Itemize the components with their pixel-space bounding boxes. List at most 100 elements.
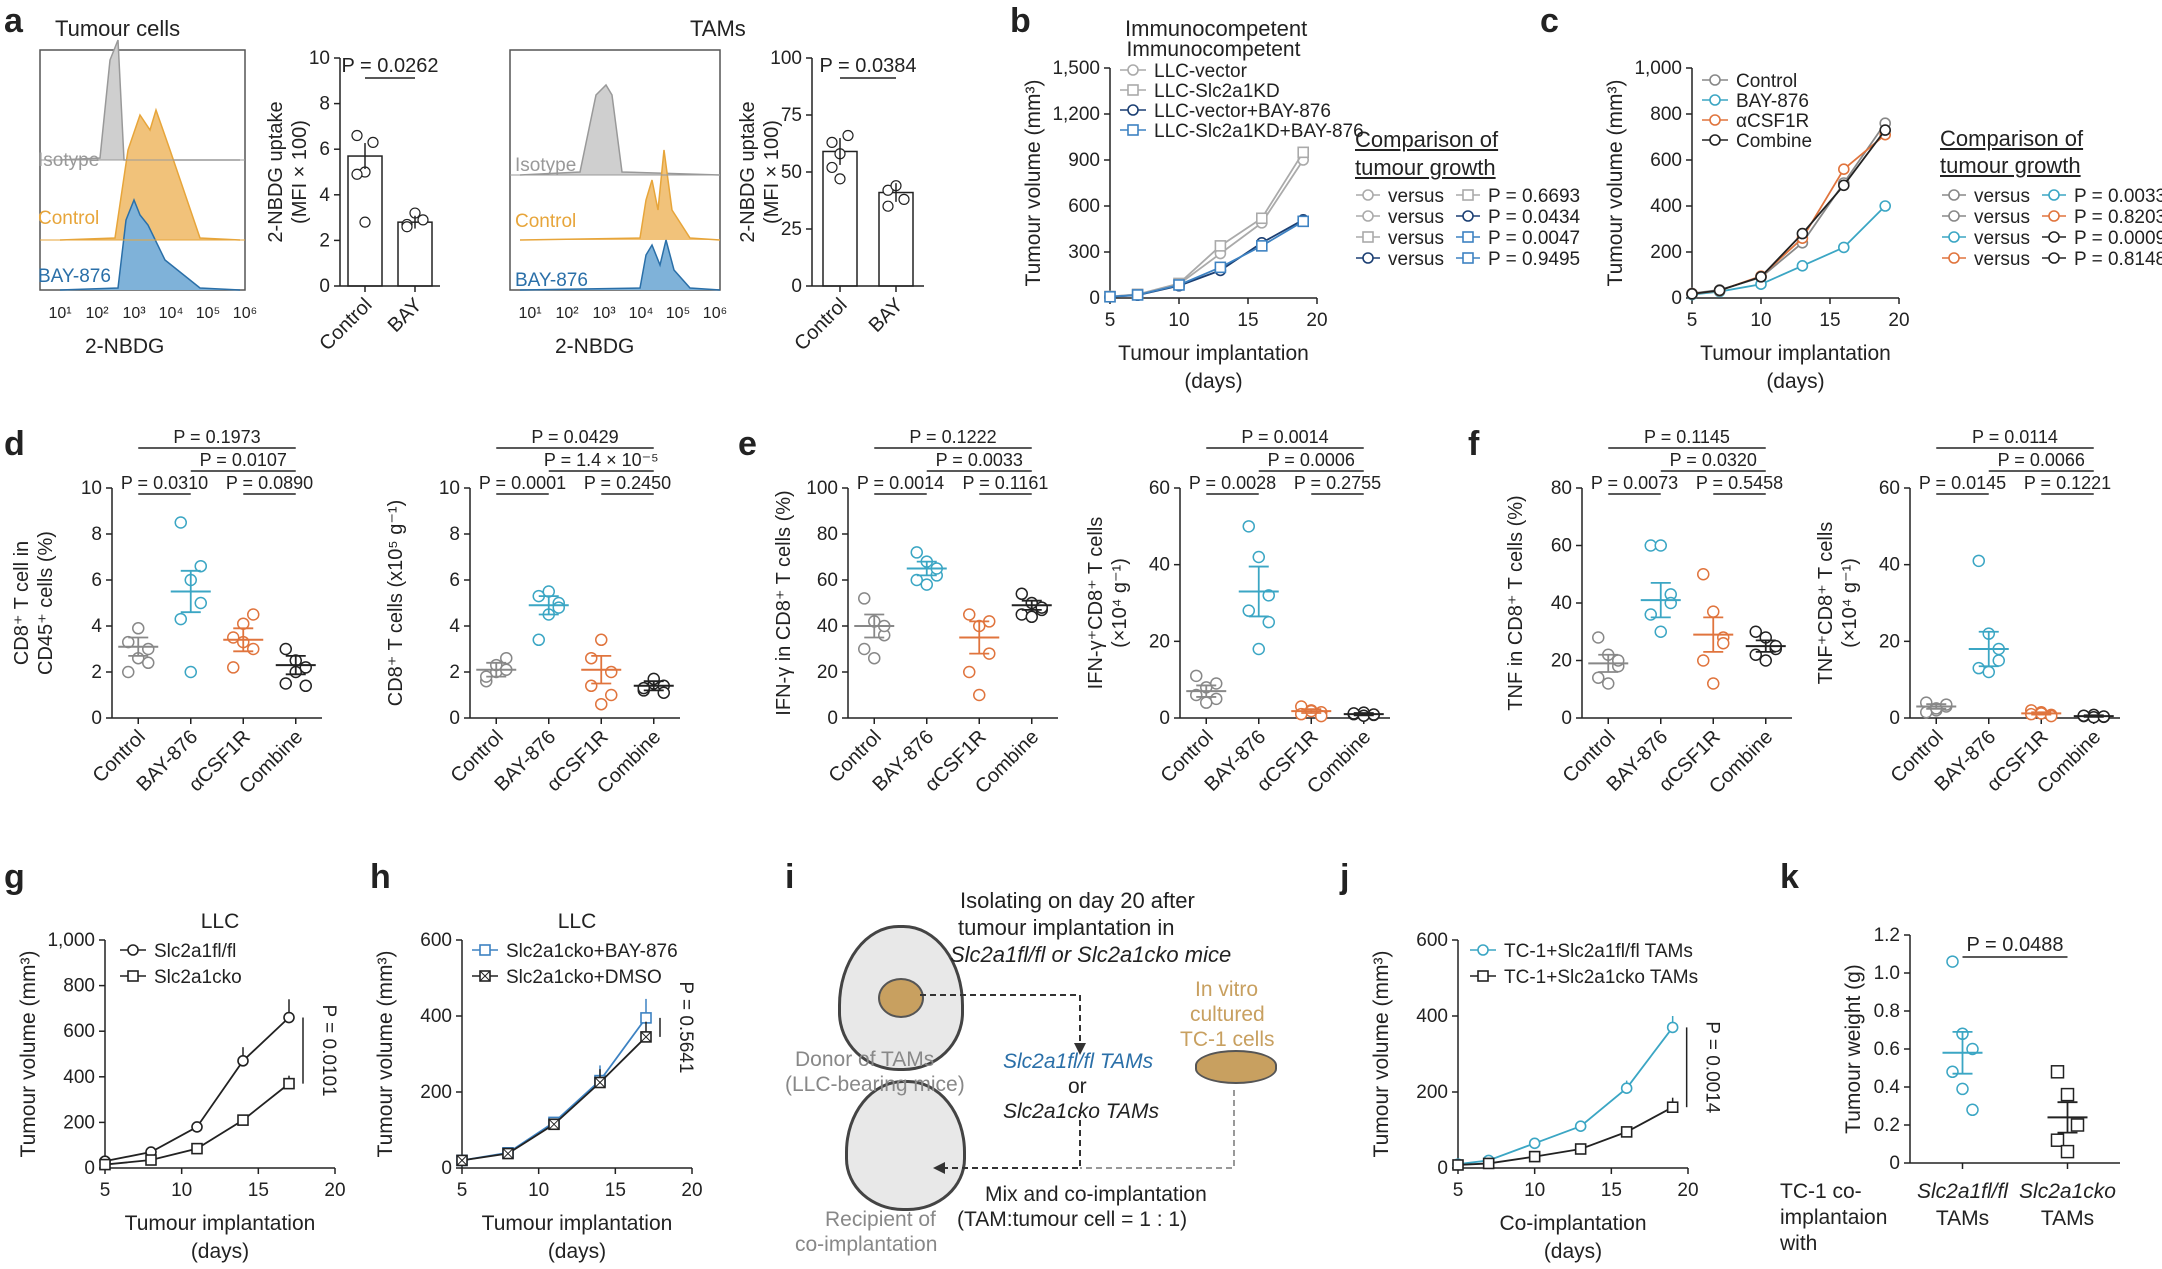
legend-marker-j bbox=[1477, 944, 1489, 956]
y-label-a2: (MFI × 100) bbox=[761, 120, 783, 224]
p-value-f2: P = 0.1221 bbox=[2024, 473, 2111, 493]
control-label-tams: Control bbox=[515, 211, 577, 232]
x-tick-label-b: 10 bbox=[1168, 310, 1189, 331]
p-value-e1: P = 0.0014 bbox=[857, 473, 944, 493]
iso-label-tumour: Isotype bbox=[38, 150, 100, 171]
x-label-c: Tumour implantation bbox=[1700, 342, 1891, 365]
comp-marker bbox=[1362, 210, 1374, 222]
dot-f2 bbox=[1972, 554, 1985, 568]
x-tick-label-j: 20 bbox=[1677, 1180, 1698, 1201]
y-tick-label-f2: 20 bbox=[1879, 631, 1900, 652]
x-tick-label-h: 20 bbox=[681, 1180, 702, 1201]
flow-x-tick: 10³ bbox=[122, 305, 146, 322]
y-tick-label-d2: 4 bbox=[449, 616, 460, 637]
dot-a1 bbox=[417, 214, 429, 226]
p-value-f1: P = 0.5458 bbox=[1696, 473, 1783, 493]
mix-2: (TAM:tumour cell = 1 : 1) bbox=[957, 1208, 1188, 1231]
x-category-k: Slc2a1fl/fl bbox=[1917, 1180, 2009, 1203]
dot-d1 bbox=[247, 608, 260, 621]
panel-label-k: k bbox=[1780, 858, 1799, 896]
point-j bbox=[1666, 1101, 1679, 1113]
legend-label-j: TC-1+Slc2a1fl/fl TAMs bbox=[1504, 941, 1693, 962]
legend-marker-g bbox=[127, 970, 139, 982]
y-tick-label-e2: 40 bbox=[1149, 555, 1170, 576]
panel-label-h: h bbox=[370, 858, 391, 896]
flow-x-tick: 10⁶ bbox=[703, 305, 727, 322]
k-with-1: TC-1 co- bbox=[1780, 1180, 1862, 1203]
y-tick-label-a1: 6 bbox=[319, 139, 330, 160]
isolating-1: Isolating on day 20 after bbox=[960, 888, 1195, 913]
legend-label-g: Slc2a1fl/fl bbox=[154, 941, 236, 962]
y-tick-label-d1: 8 bbox=[91, 524, 102, 545]
point-j bbox=[1666, 1021, 1679, 1034]
comp-pvalue: P = 0.0033 bbox=[2074, 186, 2162, 207]
dot-e1 bbox=[858, 642, 871, 656]
y-tick-label-a1: 10 bbox=[309, 48, 330, 69]
point-c bbox=[1713, 284, 1726, 297]
panel-label-i: i bbox=[785, 858, 795, 896]
x-label-j: Co-implantation bbox=[1499, 1212, 1646, 1235]
y-tick-label-e2: 60 bbox=[1149, 478, 1170, 499]
comp-marker bbox=[1362, 189, 1374, 201]
point-b bbox=[1214, 240, 1227, 252]
y-tick-label-d1: 10 bbox=[81, 478, 102, 499]
legend-marker-c bbox=[1709, 94, 1721, 106]
panel-label-j: j bbox=[1340, 858, 1350, 896]
dot-f1 bbox=[1697, 654, 1710, 667]
dot-a1 bbox=[351, 129, 363, 142]
dot-d1 bbox=[279, 642, 292, 656]
y-tick-label-j: 400 bbox=[1416, 1006, 1448, 1027]
comp-pvalue: P = 0.8203 bbox=[2074, 207, 2162, 228]
y-tick-label-f2: 40 bbox=[1879, 555, 1900, 576]
p-value-d2: P = 0.0429 bbox=[531, 427, 618, 447]
point-g bbox=[145, 1154, 157, 1166]
dot-f1 bbox=[1697, 568, 1710, 581]
point-b bbox=[1256, 212, 1268, 225]
x-tick-label-c: 15 bbox=[1819, 310, 1840, 331]
dot-a2 bbox=[882, 200, 894, 212]
vitro-2: cultured bbox=[1190, 1003, 1265, 1026]
y-label-a1: (MFI × 100) bbox=[289, 120, 311, 224]
y-tick-label-h: 600 bbox=[420, 930, 452, 951]
point-b bbox=[1104, 290, 1116, 303]
p-value-a1: P = 0.0262 bbox=[342, 55, 439, 77]
point-c bbox=[1838, 163, 1850, 175]
p-value-e1: P = 0.0033 bbox=[936, 450, 1023, 470]
x-tick-label-g: 10 bbox=[171, 1180, 192, 1201]
comp-versus: versus bbox=[1388, 207, 1444, 228]
y-tick-label-a1: 2 bbox=[319, 230, 330, 251]
point-h bbox=[456, 1155, 468, 1166]
p-value-f2: P = 0.0145 bbox=[1919, 473, 2006, 493]
x-tick-label-c: 10 bbox=[1750, 310, 1771, 331]
b-title: Immunocompetent bbox=[1125, 16, 1308, 41]
y-label-b: Tumour volume (mm³) bbox=[1022, 80, 1045, 287]
dot-e2 bbox=[1262, 589, 1275, 602]
y-tick-label-a2: 25 bbox=[781, 219, 802, 240]
p-value-g: P = 0.0101 bbox=[318, 1005, 339, 1097]
comp-marker bbox=[1462, 189, 1474, 201]
isolating-3: Slc2a1fl/fl or Slc2a1cko mice bbox=[950, 942, 1232, 967]
point-b bbox=[1173, 279, 1185, 291]
point-b bbox=[1297, 215, 1309, 228]
panel-label-e: e bbox=[738, 425, 757, 463]
xlab-tumour: 2-NBDG bbox=[85, 335, 165, 358]
title-h: LLC bbox=[558, 910, 597, 933]
legend-marker-c bbox=[1709, 134, 1721, 146]
comp-versus: versus bbox=[1974, 228, 2030, 249]
hist-bay-tams bbox=[519, 239, 721, 291]
legend-label-b: LLC-vector+BAY-876 bbox=[1154, 101, 1331, 122]
dot-e2 bbox=[1252, 642, 1265, 656]
y-tick-label-g: 1,000 bbox=[47, 930, 95, 951]
bay-label-tams: BAY-876 bbox=[515, 270, 588, 291]
tams-cko: Slc2a1cko TAMs bbox=[1003, 1100, 1159, 1123]
comp-pvalue: P = 0.0009 bbox=[2074, 228, 2162, 249]
dot-e2 bbox=[1190, 669, 1203, 683]
legend-marker-b bbox=[1127, 124, 1139, 136]
x-label-b: Tumour implantation bbox=[1118, 342, 1309, 365]
tams-title: TAMs bbox=[690, 16, 746, 41]
comp-marker bbox=[1948, 189, 1960, 201]
culture-dish bbox=[1195, 1050, 1277, 1084]
point-c bbox=[1686, 288, 1698, 300]
x-tick-label-j: 10 bbox=[1524, 1180, 1545, 1201]
dot-e1 bbox=[963, 665, 976, 679]
